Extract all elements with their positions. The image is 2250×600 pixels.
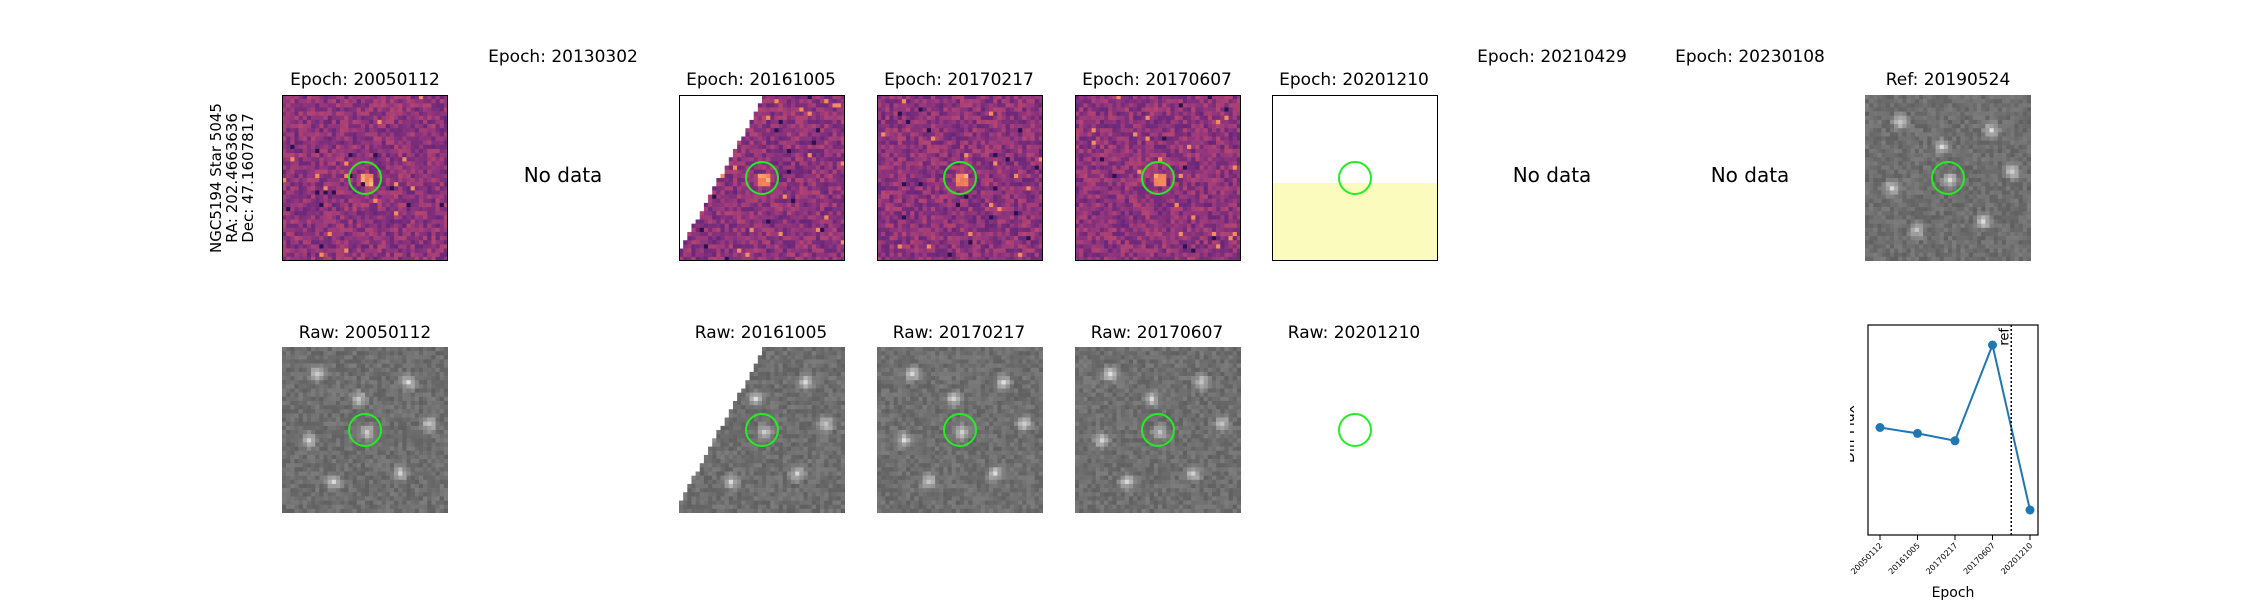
- title-diff-7: Epoch: 20230108: [1675, 47, 1825, 67]
- target-circle-icon: [348, 161, 382, 195]
- series-line: [1879, 341, 2031, 511]
- title-raw-4: Raw: 20201210: [1287, 323, 1421, 343]
- target-ra: RA: 202.4663636: [223, 113, 241, 243]
- diff-image-20170607: [1075, 95, 1241, 261]
- data-point-20161005: [1913, 428, 1922, 438]
- diff-image-20170217: [877, 95, 1043, 261]
- diff-frame-5: [1272, 95, 1438, 261]
- ref-label: ref: [1997, 328, 2012, 346]
- title-diff-1: Epoch: 20130302: [488, 47, 638, 67]
- title-raw-1: Raw: 20161005: [694, 323, 828, 343]
- x-tick-label-20050112: 20050112: [1850, 541, 1884, 576]
- title-diff-4: Epoch: 20170607: [1082, 70, 1232, 90]
- title-raw-3: Raw: 20170607: [1090, 323, 1224, 343]
- diff-frame-4: [1075, 95, 1241, 261]
- target-circle-icon: [943, 161, 977, 195]
- y-axis-label: Diff Flux: [1850, 405, 1858, 463]
- x-tick-label-20161005: 20161005: [1887, 541, 1922, 576]
- diff-frame-2: [679, 95, 845, 261]
- light-curve-chart: 20050112 20161005 20170217 20170607 20201210…: [1850, 324, 2039, 600]
- data-point-20170607: [1988, 340, 1997, 350]
- x-tick-label-20170217: 20170217: [1924, 541, 1959, 576]
- x-tick-label-20170607: 20170607: [1962, 541, 1997, 576]
- target-circle-icon: [1141, 413, 1175, 447]
- target-label: NGC5194 Star 5045 RA: 202.4663636 Dec: 4…: [207, 103, 257, 253]
- target-circle-icon: [1141, 161, 1175, 195]
- target-circle-icon: [1338, 161, 1372, 195]
- no-data-1: No data: [523, 163, 603, 187]
- plot-frame: [1867, 324, 2039, 536]
- target-name: NGC5194 Star 5045: [207, 103, 225, 253]
- target-circle-icon: [745, 413, 779, 447]
- diff-image-20050112: [282, 95, 448, 261]
- data-point-20050112: [1875, 423, 1885, 432]
- target-circle-icon: [943, 413, 977, 447]
- ref-image-20190524: [1865, 95, 2031, 261]
- diff-image-20161005: [679, 95, 845, 261]
- no-data-7: No data: [1710, 163, 1790, 187]
- x-axis-label: Epoch: [1932, 585, 1975, 600]
- title-diff-2: Epoch: 20161005: [686, 70, 836, 90]
- data-point-20201210: [2025, 505, 2035, 515]
- target-circle-icon: [348, 413, 382, 447]
- title-diff-0: Epoch: 20050112: [290, 70, 440, 90]
- target-dec: Dec: 47.1607817: [239, 113, 257, 243]
- pale-fill: [1272, 183, 1438, 261]
- diff-frame-3: [877, 95, 1043, 261]
- title-raw-0: Raw: 20050112: [298, 323, 432, 343]
- title-diff-8: Ref: 20190524: [1885, 70, 2011, 90]
- target-circle-icon: [745, 161, 779, 195]
- diff-frame-0: [282, 95, 448, 261]
- title-diff-3: Epoch: 20170217: [884, 70, 1034, 90]
- raw-image-20170217: [877, 347, 1043, 513]
- data-point-20170217: [1950, 436, 1960, 446]
- title-diff-6: Epoch: 20210429: [1477, 47, 1627, 67]
- raw-image-20170607: [1075, 347, 1241, 513]
- x-tick-label-20201210: 20201210: [1999, 541, 2034, 576]
- title-diff-5: Epoch: 20201210: [1279, 70, 1429, 90]
- raw-image-20050112: [282, 347, 448, 513]
- target-circle-icon: [1931, 161, 1965, 195]
- no-data-6: No data: [1512, 163, 1592, 187]
- target-circle-icon: [1338, 413, 1372, 447]
- title-raw-2: Raw: 20170217: [892, 323, 1026, 343]
